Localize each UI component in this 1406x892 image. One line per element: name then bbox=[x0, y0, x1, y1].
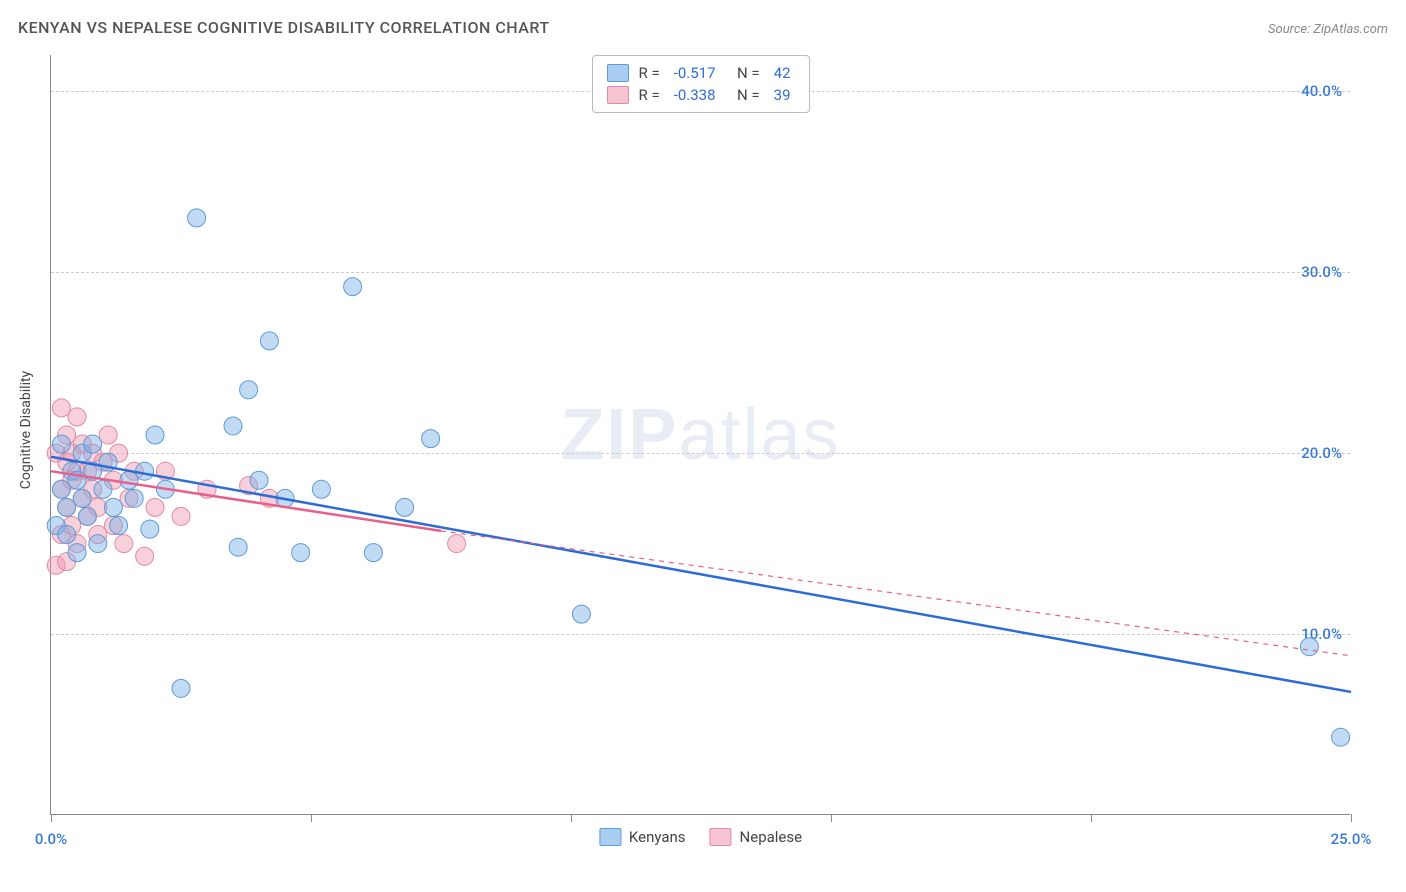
legend-n-value: 39 bbox=[774, 86, 791, 104]
x-tick bbox=[51, 814, 52, 822]
scatter-point bbox=[68, 544, 86, 562]
plot-area: ZIPatlas 10.0%20.0%30.0%40.0% 0.0%25.0% … bbox=[50, 55, 1350, 815]
legend-r-value: -0.517 bbox=[674, 64, 716, 82]
x-tick-label: 25.0% bbox=[1331, 830, 1372, 848]
legend-bottom-item: Nepalese bbox=[710, 828, 803, 846]
legend-n-label: N = bbox=[730, 64, 760, 82]
scatter-point bbox=[448, 535, 466, 553]
scatter-point bbox=[422, 430, 440, 448]
scatter-point bbox=[250, 471, 268, 489]
legend-bottom: Kenyans Nepalese bbox=[599, 828, 802, 846]
legend-r-label: R = bbox=[638, 86, 659, 104]
scatter-point bbox=[52, 435, 70, 453]
scatter-point bbox=[115, 535, 133, 553]
legend-label: Nepalese bbox=[740, 828, 803, 846]
scatter-point bbox=[120, 471, 138, 489]
x-tick bbox=[571, 814, 572, 822]
legend-swatch bbox=[710, 828, 732, 846]
legend-n-label: N = bbox=[730, 86, 760, 104]
scatter-point bbox=[1300, 638, 1318, 656]
legend-n-value: 42 bbox=[774, 64, 791, 82]
x-tick bbox=[831, 814, 832, 822]
scatter-point bbox=[110, 516, 128, 534]
scatter-point bbox=[146, 426, 164, 444]
scatter-point bbox=[52, 480, 70, 498]
scatter-point bbox=[73, 489, 91, 507]
scatter-point bbox=[396, 498, 414, 516]
trend-line bbox=[51, 457, 1351, 692]
y-axis-title: Cognitive Disability bbox=[18, 371, 34, 489]
scatter-point bbox=[344, 278, 362, 296]
scatter-point bbox=[136, 462, 154, 480]
source-label: Source: ZipAtlas.com bbox=[1268, 22, 1388, 37]
scatter-point bbox=[572, 605, 590, 623]
scatter-point bbox=[240, 381, 258, 399]
scatter-point bbox=[58, 498, 76, 516]
trend-line-extension bbox=[441, 531, 1351, 656]
scatter-point bbox=[58, 526, 76, 544]
chart-title: KENYAN VS NEPALESE COGNITIVE DISABILITY … bbox=[18, 18, 550, 37]
scatter-point bbox=[312, 480, 330, 498]
scatter-point bbox=[188, 209, 206, 227]
scatter-point bbox=[99, 426, 117, 444]
scatter-point bbox=[94, 480, 112, 498]
scatter-point bbox=[141, 520, 159, 538]
legend-swatch bbox=[606, 64, 628, 82]
scatter-point bbox=[68, 408, 86, 426]
x-tick bbox=[311, 814, 312, 822]
scatter-point bbox=[78, 507, 96, 525]
scatter-point bbox=[89, 535, 107, 553]
legend-top-row: R = -0.338 N = 39 bbox=[606, 84, 794, 106]
scatter-point bbox=[125, 489, 143, 507]
legend-top-row: R = -0.517 N = 42 bbox=[606, 62, 794, 84]
scatter-point bbox=[136, 547, 154, 565]
scatter-point bbox=[172, 507, 190, 525]
chart-svg bbox=[51, 55, 1350, 814]
legend-r-value: -0.338 bbox=[674, 86, 716, 104]
scatter-point bbox=[104, 498, 122, 516]
scatter-point bbox=[292, 544, 310, 562]
legend-swatch bbox=[599, 828, 621, 846]
legend-r-label: R = bbox=[638, 64, 659, 82]
scatter-point bbox=[84, 435, 102, 453]
x-tick-label: 0.0% bbox=[35, 830, 67, 848]
legend-swatch bbox=[606, 86, 628, 104]
scatter-point bbox=[52, 399, 70, 417]
legend-bottom-item: Kenyans bbox=[599, 828, 686, 846]
scatter-point bbox=[229, 538, 247, 556]
legend-label: Kenyans bbox=[629, 828, 686, 846]
header-row: KENYAN VS NEPALESE COGNITIVE DISABILITY … bbox=[18, 18, 1388, 37]
scatter-point bbox=[364, 544, 382, 562]
x-tick bbox=[1091, 814, 1092, 822]
scatter-point bbox=[146, 498, 164, 516]
scatter-point bbox=[172, 679, 190, 697]
scatter-point bbox=[1332, 728, 1350, 746]
legend-top: R = -0.517 N = 42R = -0.338 N = 39 bbox=[591, 55, 809, 113]
scatter-point bbox=[224, 417, 242, 435]
scatter-point bbox=[260, 332, 278, 350]
x-tick bbox=[1351, 814, 1352, 822]
